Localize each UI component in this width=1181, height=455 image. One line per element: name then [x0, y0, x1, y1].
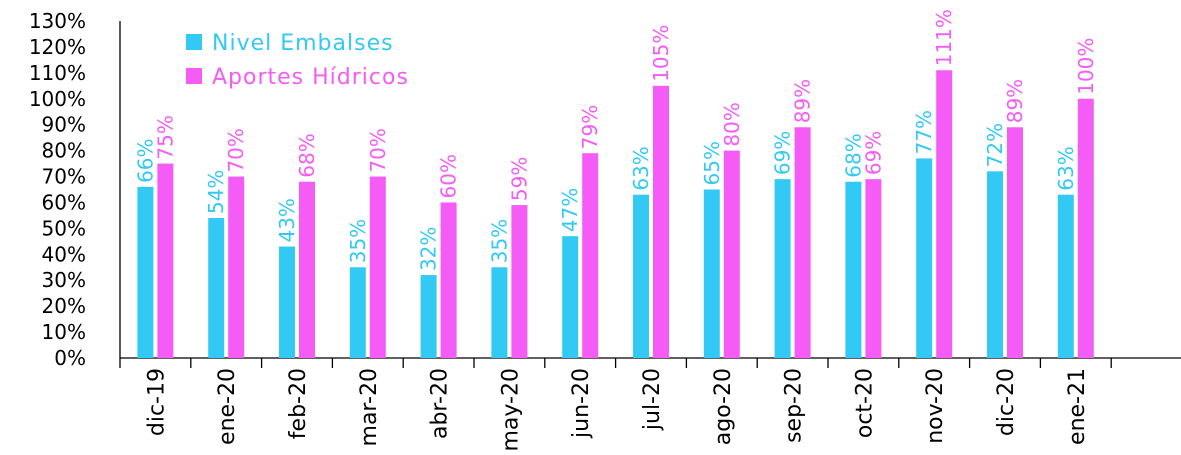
bar-nivel-embalses	[703, 189, 720, 358]
y-tick-label: 30%	[42, 268, 86, 292]
legend-swatch	[186, 34, 202, 50]
bar-aportes-hidricos	[440, 202, 457, 358]
data-label: 63%	[629, 146, 653, 190]
y-tick-label: 90%	[42, 113, 86, 137]
bar-aportes-hidricos	[1077, 98, 1094, 359]
data-label: 89%	[791, 79, 815, 123]
x-tick-label: oct-20	[852, 368, 877, 438]
bar-aportes-hidricos	[299, 181, 315, 358]
bars	[137, 70, 1094, 359]
data-label: 43%	[275, 198, 299, 242]
data-label: 66%	[133, 138, 157, 182]
y-tick-label: 120%	[29, 35, 86, 59]
bar-nivel-embalses	[774, 179, 791, 358]
x-tick-label: ene-21	[1065, 368, 1090, 445]
data-label: 60%	[437, 154, 461, 198]
bar-nivel-embalses	[137, 186, 154, 358]
data-labels: 66%75%54%70%43%68%35%70%32%60%35%59%47%7…	[133, 9, 1097, 271]
y-tick-label: 10%	[42, 320, 86, 344]
data-label: 111%	[932, 9, 956, 66]
bar-aportes-hidricos	[865, 179, 882, 358]
data-label: 65%	[700, 141, 724, 185]
bar-aportes-hidricos	[157, 163, 174, 358]
x-tick-label: mar-20	[357, 368, 382, 446]
data-label: 68%	[295, 133, 319, 177]
y-tick-label: 50%	[42, 216, 86, 240]
bar-nivel-embalses	[845, 181, 862, 358]
y-tick-label: 0%	[54, 346, 86, 370]
bar-nivel-embalses	[279, 246, 295, 358]
x-tick-label: ene-20	[215, 368, 240, 445]
data-label: 35%	[346, 219, 370, 263]
data-label: 54%	[204, 170, 228, 214]
x-tick-label: ago-20	[711, 368, 736, 445]
x-tick-label: sep-20	[782, 368, 807, 443]
y-tick-label: 110%	[29, 61, 86, 85]
bar-nivel-embalses	[420, 275, 437, 358]
bar-aportes-hidricos	[1007, 127, 1023, 359]
y-tick-label: 100%	[29, 87, 86, 111]
bar-aportes-hidricos	[228, 176, 245, 358]
data-label: 35%	[487, 219, 511, 263]
x-tick-label: feb-20	[286, 368, 311, 439]
data-label: 80%	[720, 102, 744, 146]
bar-nivel-embalses	[916, 158, 933, 358]
data-label: 100%	[1074, 38, 1098, 95]
data-label: 69%	[861, 131, 885, 175]
y-tick-label: 130%	[29, 9, 86, 33]
x-tick-label: may-20	[498, 368, 523, 451]
data-label: 69%	[771, 131, 795, 175]
y-axis-ticks: 0%10%20%30%40%50%60%70%80%90%100%110%120…	[29, 9, 86, 370]
data-label: 75%	[153, 115, 177, 159]
bar-aportes-hidricos	[511, 205, 528, 358]
bar-aportes-hidricos	[794, 127, 811, 359]
bar-nivel-embalses	[1057, 194, 1074, 358]
bar-aportes-hidricos	[936, 70, 953, 358]
data-label: 105%	[649, 25, 673, 82]
x-tick-label: nov-20	[923, 368, 948, 444]
data-label: 70%	[366, 128, 390, 172]
bar-aportes-hidricos	[582, 153, 599, 358]
data-label: 72%	[983, 123, 1007, 167]
data-label: 32%	[417, 227, 441, 271]
bar-nivel-embalses	[349, 267, 366, 358]
legend-swatch	[186, 68, 202, 84]
x-tick-label: jun-20	[569, 368, 594, 439]
x-axis-ticks	[119, 358, 1112, 368]
y-tick-label: 60%	[42, 190, 86, 214]
legend: Nivel Embalses Aportes Hídricos	[186, 31, 409, 90]
bar-nivel-embalses	[562, 236, 579, 358]
x-tick-label: dic-19	[144, 368, 169, 436]
y-tick-label: 20%	[42, 294, 86, 318]
legend-label: Nivel Embalses	[212, 31, 394, 56]
x-tick-label: jul-20	[640, 368, 665, 431]
x-tick-label: abr-20	[428, 368, 453, 439]
bar-aportes-hidricos	[653, 85, 669, 359]
bar-nivel-embalses	[208, 218, 225, 358]
data-label: 70%	[224, 128, 248, 172]
data-label: 63%	[1054, 146, 1078, 190]
data-label: 68%	[841, 133, 865, 177]
data-label: 77%	[912, 110, 936, 154]
y-tick-label: 80%	[42, 139, 86, 163]
data-label: 79%	[578, 105, 602, 149]
bar-aportes-hidricos	[369, 176, 386, 358]
bar-aportes-hidricos	[723, 150, 740, 358]
data-label: 47%	[558, 188, 582, 232]
y-tick-label: 40%	[42, 242, 86, 266]
y-tick-label: 70%	[42, 165, 86, 189]
legend-label: Aportes Hídricos	[212, 65, 409, 90]
data-label: 89%	[1003, 79, 1027, 123]
bar-nivel-embalses	[633, 194, 649, 358]
bar-nivel-embalses	[987, 171, 1003, 358]
x-axis-labels: dic-19 ene-20 feb-20 mar-20 abr-20 may-20 jun-…	[144, 368, 1089, 451]
bar-nivel-embalses	[491, 267, 508, 358]
x-tick-label: dic-20	[994, 368, 1019, 436]
data-label: 59%	[507, 157, 531, 201]
